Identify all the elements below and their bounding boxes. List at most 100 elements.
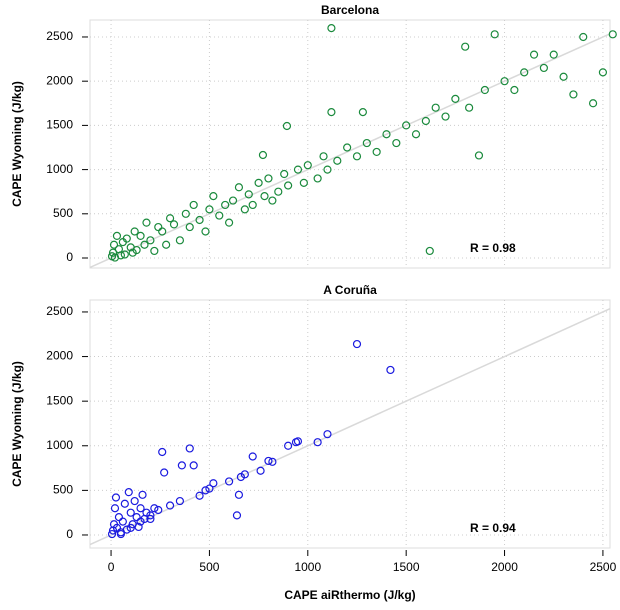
y-tick-label: 2000 — [46, 73, 73, 87]
point — [185, 444, 194, 453]
y-tick-label: 500 — [53, 483, 73, 497]
point — [539, 63, 548, 73]
point — [228, 196, 238, 205]
point — [234, 490, 244, 499]
y-tick-label: 2000 — [46, 349, 73, 363]
y-tick-label: 0 — [66, 250, 73, 264]
point — [150, 246, 159, 256]
point — [138, 490, 147, 499]
point — [254, 178, 263, 187]
point — [490, 30, 499, 39]
point — [319, 152, 328, 161]
point — [579, 32, 588, 42]
plot-area — [89, 299, 611, 549]
point — [122, 525, 131, 534]
point — [175, 236, 185, 245]
point — [588, 99, 598, 108]
point — [248, 452, 257, 461]
point — [224, 477, 234, 486]
point — [146, 514, 155, 524]
y-tick-label: 2500 — [46, 29, 73, 43]
point — [313, 438, 322, 447]
point — [559, 72, 568, 81]
point — [165, 214, 175, 223]
point — [154, 222, 163, 232]
point — [411, 130, 421, 139]
point — [284, 181, 293, 190]
point — [126, 523, 135, 532]
point — [116, 529, 125, 539]
x-tick-label: 1000 — [294, 560, 321, 574]
plot-area — [89, 19, 611, 269]
point — [169, 220, 179, 229]
point — [333, 156, 342, 165]
point — [114, 513, 124, 522]
point — [293, 165, 303, 174]
point — [441, 112, 450, 121]
point — [108, 248, 118, 257]
point — [142, 218, 151, 227]
point — [134, 522, 143, 532]
point — [402, 121, 411, 130]
point — [510, 85, 519, 95]
point — [232, 511, 242, 520]
y-tick-label: 2500 — [46, 304, 73, 318]
point — [264, 174, 273, 183]
point — [116, 251, 125, 260]
point — [362, 138, 371, 148]
point — [107, 529, 117, 539]
point — [282, 121, 292, 131]
x-tick-label: 1500 — [393, 560, 420, 574]
point — [461, 42, 470, 51]
point — [244, 190, 253, 199]
point — [195, 215, 204, 225]
point — [109, 240, 119, 249]
point — [201, 227, 210, 236]
reference-line — [89, 308, 611, 546]
point — [111, 493, 121, 502]
point — [132, 245, 141, 255]
x-tick-label: 0 — [108, 560, 115, 574]
point — [386, 365, 395, 375]
panel-title: A Coruña — [323, 283, 377, 297]
point — [425, 246, 434, 256]
point — [110, 504, 120, 513]
x-tick-label: 500 — [199, 560, 219, 574]
point — [195, 491, 204, 500]
point — [154, 505, 163, 515]
point — [165, 501, 175, 510]
point — [323, 165, 332, 174]
point — [451, 94, 460, 103]
point — [280, 169, 289, 179]
point — [343, 143, 352, 152]
y-axis-label: CAPE Wyoming (J/kg) — [10, 361, 24, 487]
point — [284, 441, 293, 450]
point — [189, 200, 198, 210]
point — [500, 77, 509, 86]
point — [126, 508, 135, 517]
point — [264, 456, 273, 466]
point — [240, 470, 249, 479]
point — [224, 218, 234, 227]
y-tick-label: 0 — [66, 527, 73, 541]
point — [215, 211, 224, 220]
point — [268, 457, 277, 466]
point — [150, 504, 159, 513]
point — [372, 147, 381, 157]
point — [465, 103, 474, 112]
y-axis-label: CAPE Wyoming (J/kg) — [10, 81, 24, 207]
point — [520, 68, 529, 77]
point — [205, 484, 214, 493]
point — [234, 183, 244, 192]
point — [313, 174, 322, 183]
point — [431, 103, 440, 112]
point — [352, 339, 362, 349]
point — [352, 152, 362, 161]
point — [221, 200, 230, 210]
x-axis-label: CAPE aiRthermo (J/kg) — [284, 588, 415, 602]
point — [175, 496, 185, 506]
point — [474, 151, 484, 160]
point — [130, 496, 139, 506]
point — [146, 236, 155, 245]
